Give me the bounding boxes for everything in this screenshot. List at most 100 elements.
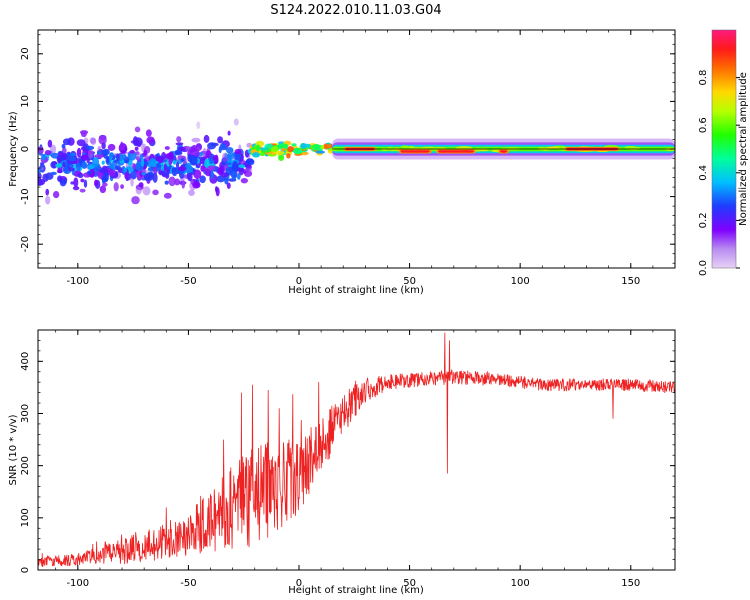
spectrogram-blob (287, 146, 295, 153)
spectrogram-blob (123, 168, 127, 173)
spectrogram-blob (220, 172, 230, 178)
snr-x-tick-label: -50 (180, 578, 196, 589)
spectrogram-blob (233, 118, 239, 126)
spectrogram-blob (89, 137, 96, 144)
spectrogram-blob (183, 164, 193, 174)
spectrogram-blob (303, 143, 311, 148)
spectrogram-blob (87, 148, 94, 159)
spectrogram-blob (107, 143, 116, 151)
spectrogram-blob (38, 178, 46, 186)
spectrogram-blob (275, 150, 285, 156)
spectrogram-x-tick-label: 150 (621, 276, 640, 287)
spectrogram-blob (198, 151, 204, 157)
spectrogram-x-tick-label: 50 (403, 276, 416, 287)
spectrogram-blob (407, 146, 415, 150)
spectrogram-blob (129, 149, 135, 154)
spectrogram-blob (172, 159, 177, 165)
spectrogram-blob (121, 165, 126, 175)
spectrogram-blob (45, 188, 50, 196)
snr-plot-area (38, 332, 675, 568)
spectrogram-blob (179, 147, 186, 151)
spectrogram-blob (115, 165, 121, 170)
spectrogram-blob (186, 171, 193, 182)
spectrogram-blob (240, 177, 249, 184)
spectrogram-y-tick-label: 10 (20, 95, 31, 108)
spectrogram-blob (120, 184, 125, 189)
spectrogram-blob (101, 142, 106, 150)
snr-axes: -100 -50 0 50 100 150 0 100 200 300 400 (20, 329, 676, 589)
spectrogram-blob (38, 172, 42, 181)
spectrogram-blob (234, 148, 242, 155)
spectrogram-blob (81, 161, 88, 169)
spectrogram-blob (400, 145, 410, 149)
spectrogram-blob (41, 154, 46, 161)
spectrogram-blob (131, 196, 140, 205)
spectrogram-blob (83, 179, 88, 188)
spectrogram-blob (68, 156, 77, 162)
spectrogram-blob (76, 147, 82, 158)
spectrogram-blob (191, 137, 201, 143)
spectrogram-blob (72, 186, 80, 191)
spectrogram-blob (204, 150, 212, 159)
spectrogram-blob (113, 182, 119, 192)
spectrogram-blob (165, 171, 170, 179)
spectrogram-blob (56, 169, 63, 174)
spectrogram-blob (138, 182, 144, 188)
spectrogram-blob (286, 153, 291, 159)
spectrogram-blob (61, 143, 66, 149)
spectrogram-blob (143, 173, 152, 180)
spectrogram-blob (192, 181, 201, 189)
spectrogram-blob (168, 176, 176, 187)
spectrogram-blob (38, 167, 41, 174)
snr-x-tick-label: 150 (621, 578, 640, 589)
spectrogram-blob (193, 169, 202, 180)
spectrogram-blob (624, 145, 637, 149)
spectrogram-blob (130, 170, 137, 180)
spectrogram-blob (135, 156, 140, 161)
spectrogram-blob (94, 179, 98, 187)
snr-y-tick-label: 200 (20, 456, 31, 475)
spectrogram-blob (56, 156, 62, 164)
spectrogram-blob (166, 169, 171, 173)
colorbar: 0.0 0.2 0.4 0.6 0.8 Normalized spectral ampl… (698, 29, 749, 276)
colorbar-label: Normalized spectral amplitude (738, 72, 749, 226)
spectrogram-blob (272, 145, 278, 152)
spectrogram-blob (260, 147, 269, 151)
spectrogram-blob (175, 161, 180, 169)
spectrogram-blob (207, 165, 216, 171)
spectrogram-blob (79, 188, 86, 193)
spectrogram-blob (92, 157, 100, 167)
spectrogram-blob (73, 177, 79, 188)
spectrogram-blob (199, 175, 206, 184)
spectrogram-blob (47, 139, 53, 148)
spectrogram-blob (134, 126, 141, 133)
spectrogram-blob (200, 165, 205, 172)
spectrogram-blob (85, 145, 95, 151)
spectrogram-blob (234, 151, 241, 162)
spectrogram-blob (143, 149, 147, 156)
spectrogram-blob (40, 167, 44, 171)
spectrogram-blob (165, 164, 172, 171)
spectrogram-blob (238, 164, 246, 169)
spectrogram-blob (245, 158, 255, 166)
spectrogram-blob (293, 147, 299, 153)
spectrogram-blob (108, 169, 116, 177)
snr-panel: -100 -50 0 50 100 150 0 100 200 300 400 Height of … (8, 329, 676, 596)
spectrogram-blob (196, 121, 201, 129)
snr-y-axis-label: SNR (10 * v/v) (8, 414, 19, 485)
spectrogram-blob (127, 167, 134, 171)
spectrogram-blob (134, 146, 139, 151)
spectrogram-blob (109, 152, 114, 158)
snr-y-tick-label: 300 (20, 404, 31, 423)
spectrogram-hot-spot-core (438, 150, 474, 153)
snr-frame (37, 329, 676, 571)
spectrogram-blob (75, 162, 81, 172)
snr-y-tick-label: 100 (20, 508, 31, 527)
spectrogram-blob (155, 162, 161, 172)
spectrogram-blob (146, 136, 155, 144)
snr-x-tick-label: 50 (403, 578, 416, 589)
spectrogram-hot-spot-core (400, 150, 430, 153)
spectrogram-blob (174, 178, 181, 186)
spectrogram-blob (232, 160, 238, 171)
